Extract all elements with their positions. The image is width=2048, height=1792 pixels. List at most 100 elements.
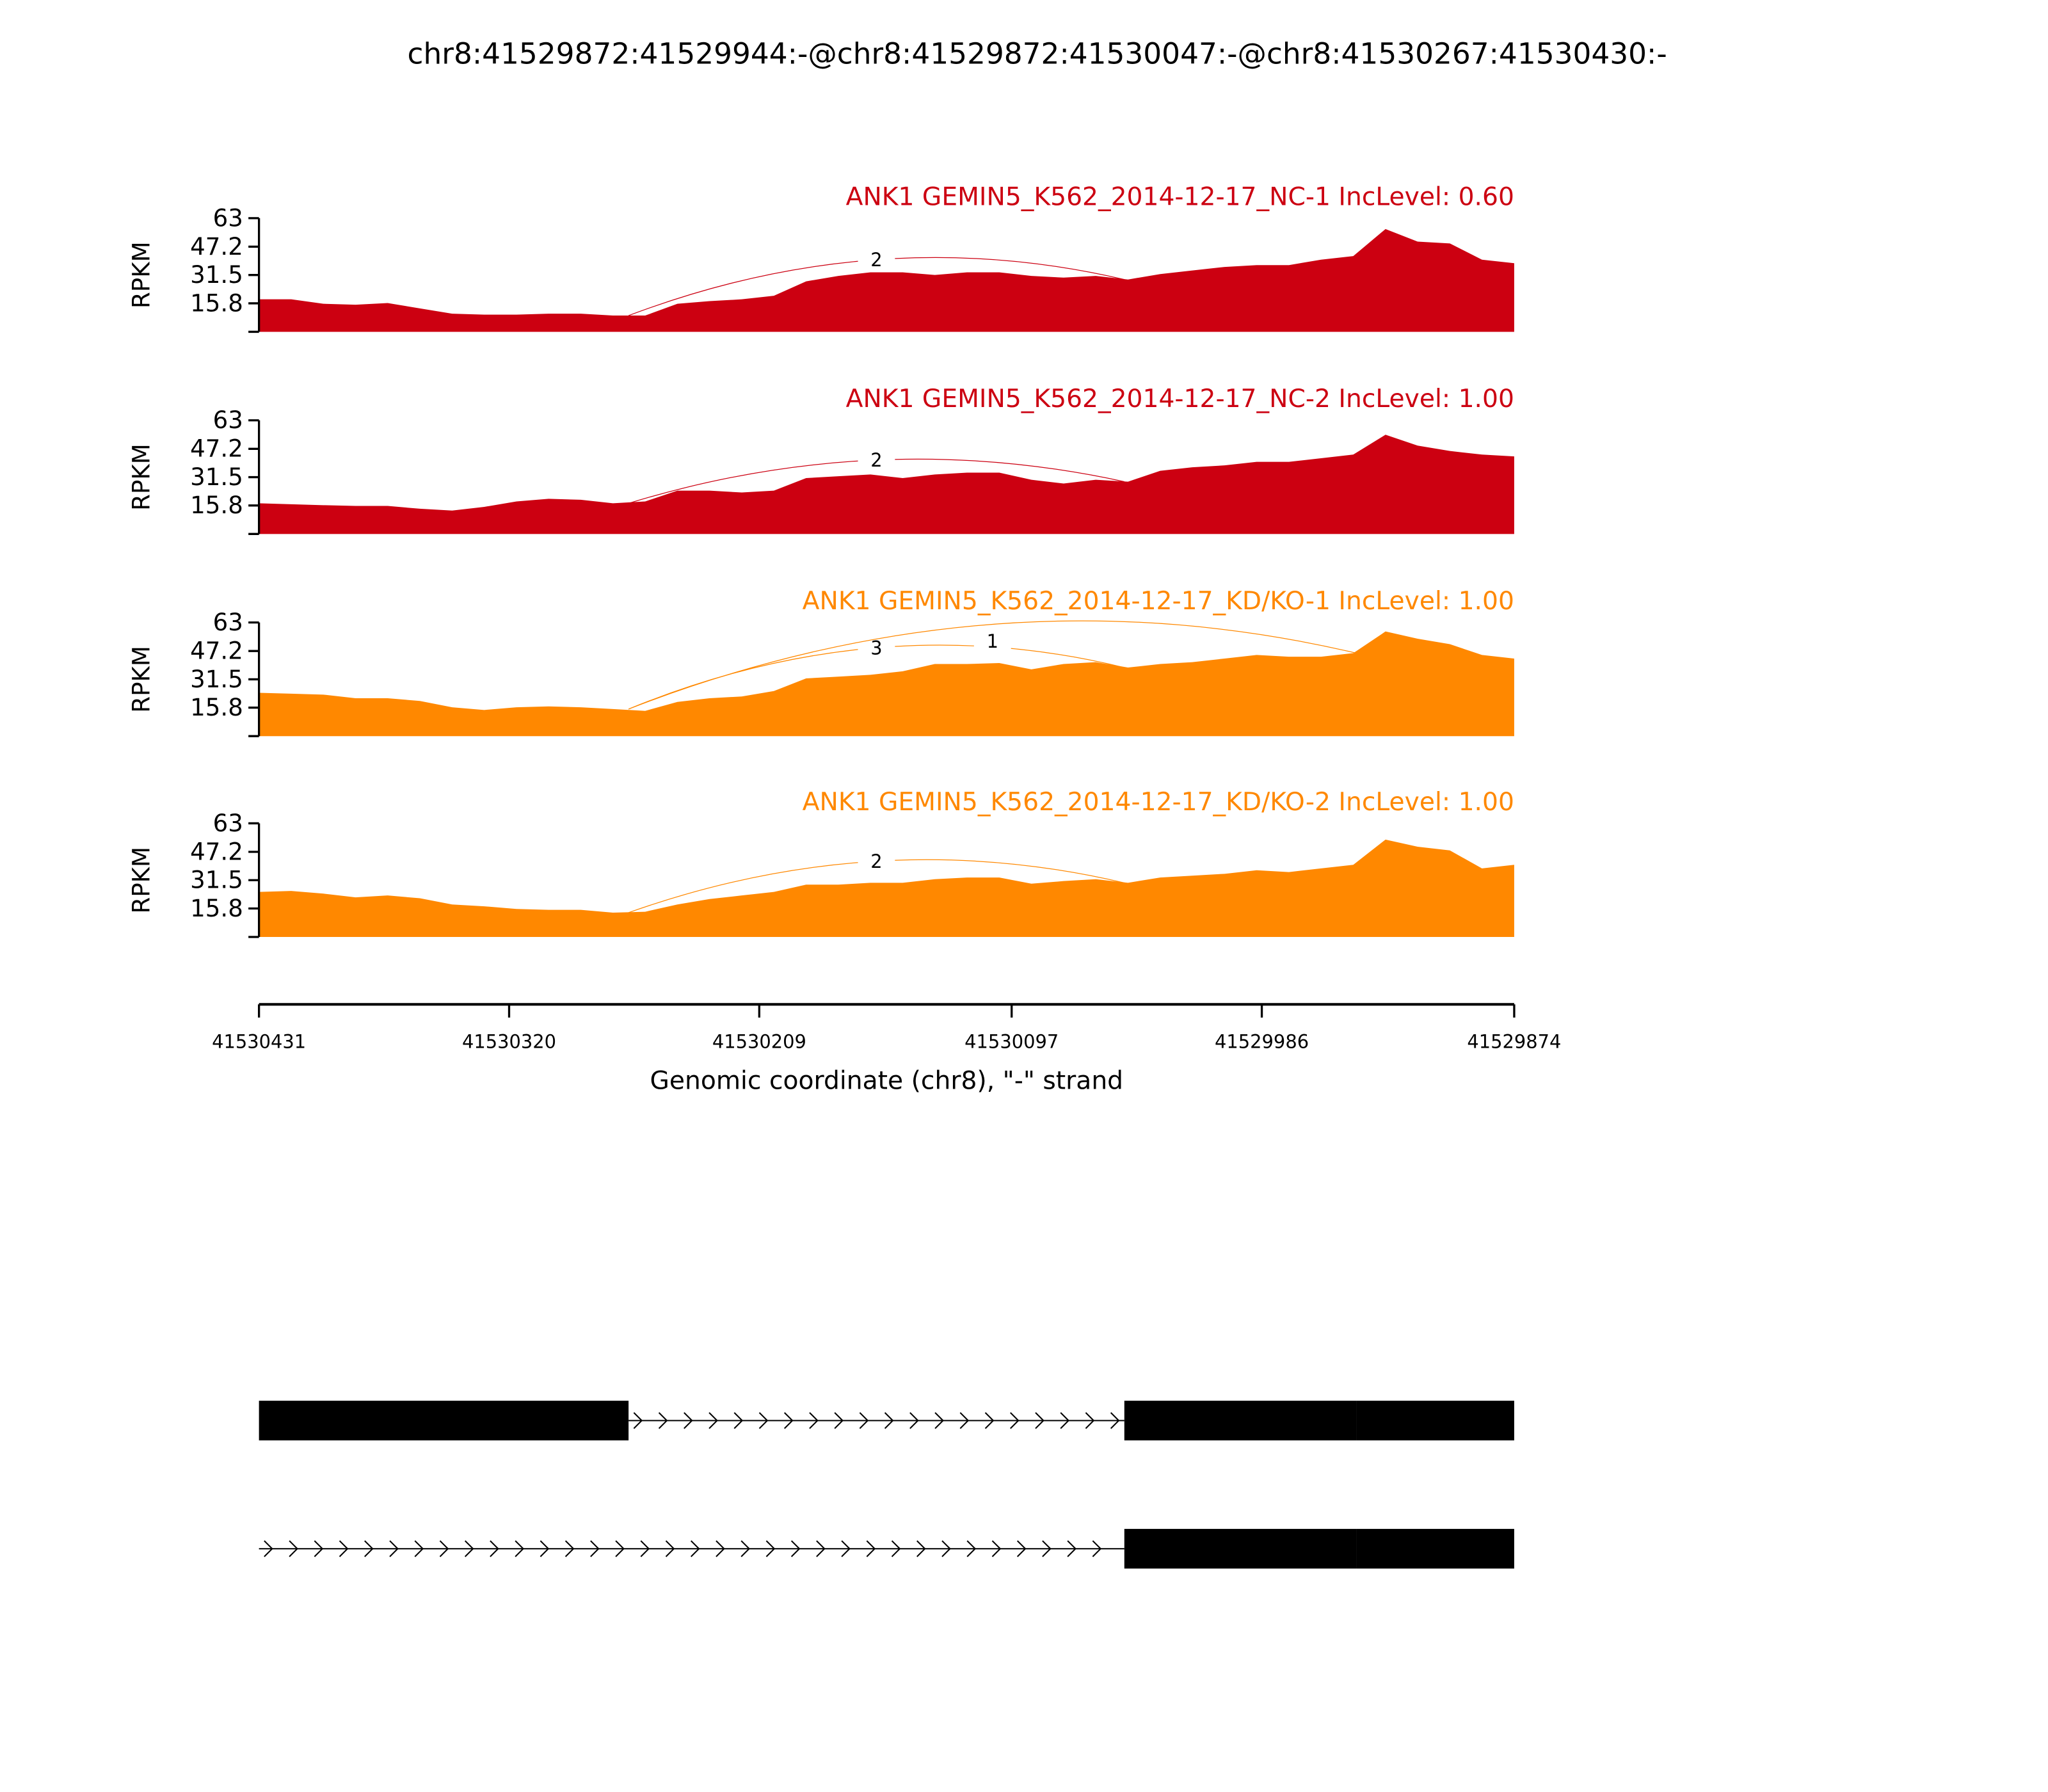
strand-arrow-icon [909, 1412, 919, 1429]
strand-arrow-icon [691, 1540, 700, 1557]
strand-arrow-icon [590, 1540, 600, 1557]
strand-arrow-icon [389, 1540, 399, 1557]
strand-arrow-icon [740, 1540, 751, 1557]
y-tick-label: 31.5 [190, 867, 243, 894]
strand-arrow-icon [716, 1540, 725, 1557]
strand-arrow-icon [1110, 1412, 1120, 1429]
strand-arrow-icon [640, 1540, 650, 1557]
strand-arrow-icon [966, 1540, 977, 1557]
junction-count: 1 [987, 630, 998, 652]
junction-count: 2 [870, 851, 882, 872]
strand-arrow-icon [784, 1412, 794, 1429]
strand-arrow-icon [758, 1412, 769, 1429]
sample-title: ANK1 GEMIN5_K562_2014-12-17_NC-1 IncLeve… [846, 182, 1514, 211]
junction-count: 2 [870, 449, 882, 471]
strand-arrow-icon [364, 1540, 374, 1557]
transcript-2 [259, 1528, 1514, 1569]
strand-arrow-icon [941, 1540, 951, 1557]
strand-arrow-icon [665, 1540, 675, 1557]
strand-arrow-icon [1085, 1412, 1095, 1429]
x-tick-label: 41530320 [462, 1030, 556, 1052]
coverage-area [259, 631, 1514, 737]
exon-block [259, 1400, 629, 1441]
strand-arrow-icon [834, 1412, 844, 1429]
strand-arrow-icon [1060, 1412, 1070, 1429]
sample-title: ANK1 GEMIN5_K562_2014-12-17_KD/KO-2 IncL… [803, 788, 1514, 817]
y-tick-label: 15.8 [190, 492, 243, 519]
x-axis: 41530431 41530320 41530209 41530097 41529986… [212, 1003, 1561, 1052]
y-tick-label: 47.2 [190, 233, 243, 260]
strand-arrow-icon [439, 1540, 449, 1557]
y-tick-label: 31.5 [190, 463, 243, 491]
strand-arrow-icon [1067, 1540, 1076, 1557]
x-tick-label: 41530431 [212, 1030, 306, 1052]
junction-label-bg [858, 633, 895, 660]
strand-arrow-icon [934, 1412, 944, 1429]
exon-block [1356, 1400, 1514, 1441]
coverage-area [259, 839, 1514, 937]
strand-arrow-icon [790, 1540, 801, 1557]
strand-arrow-icon [1092, 1540, 1102, 1557]
strand-arrow-icon [684, 1412, 693, 1429]
exon-block [1124, 1528, 1357, 1569]
strand-arrow-icon [540, 1540, 550, 1557]
strand-arrow-icon [339, 1540, 349, 1557]
strand-arrow-icon [991, 1540, 1002, 1557]
strand-arrow-icon [633, 1412, 643, 1429]
strand-arrow-icon [264, 1540, 273, 1557]
x-tick-label: 41530097 [964, 1030, 1059, 1052]
strand-arrow-icon [916, 1540, 926, 1557]
strand-arrow-icon [984, 1412, 995, 1429]
y-tick-label: 63 [213, 810, 243, 837]
junction-label-bg [858, 445, 895, 472]
y-tick-label: 31.5 [190, 261, 243, 289]
x-tick-label: 41529986 [1215, 1030, 1309, 1052]
strand-arrow-icon [708, 1412, 718, 1429]
strand-arrow-icon [809, 1412, 819, 1429]
y-tick-label: 15.8 [190, 694, 243, 721]
plot-title: chr8:41529872:41529944:-@chr8:41529872:4… [408, 36, 1667, 70]
strand-arrow-icon [1035, 1412, 1044, 1429]
strand-arrow-icon [464, 1540, 474, 1557]
strand-arrow-icon [658, 1412, 668, 1429]
exon-block [1124, 1400, 1357, 1441]
strand-arrow-icon [564, 1540, 575, 1557]
junction-count: 3 [870, 637, 882, 659]
junction-label-bg [858, 245, 895, 272]
junction-label-bg [973, 626, 1011, 653]
strand-arrow-icon [816, 1540, 826, 1557]
strand-arrow-icon [859, 1412, 869, 1429]
y-tick-label: 63 [213, 204, 243, 232]
y-tick-label: 31.5 [190, 666, 243, 693]
y-tick-label: 47.2 [190, 838, 243, 865]
y-tick-label: 47.2 [190, 637, 243, 665]
strand-arrow-icon [1010, 1412, 1020, 1429]
sample-title: ANK1 GEMIN5_K562_2014-12-17_KD/KO-1 IncL… [803, 587, 1514, 616]
strand-arrow-icon [515, 1540, 525, 1557]
sample-title: ANK1 GEMIN5_K562_2014-12-17_NC-2 IncLeve… [846, 385, 1514, 413]
exon-block [1356, 1528, 1514, 1569]
strand-arrow-icon [891, 1540, 901, 1557]
junction-arc [628, 620, 1357, 710]
y-tick-label: 47.2 [190, 435, 243, 463]
y-tick-label: 15.8 [190, 895, 243, 922]
junction-label-bg [858, 846, 895, 874]
strand-arrow-icon [1042, 1540, 1052, 1557]
strand-arrow-icon [733, 1412, 744, 1429]
y-axis-label: RPKM [127, 646, 155, 713]
strand-arrow-icon [490, 1540, 499, 1557]
coverage-panel-1: ANK1 GEMIN5_K562_2014-12-17_NC-1 IncLeve… [127, 182, 1514, 333]
coverage-panel-3: ANK1 GEMIN5_K562_2014-12-17_KD/KO-1 IncL… [127, 587, 1514, 737]
strand-arrow-icon [959, 1412, 970, 1429]
y-axis-label: RPKM [127, 444, 155, 511]
y-tick-label: 15.8 [190, 289, 243, 317]
coverage-area [259, 228, 1514, 332]
strand-arrow-icon [289, 1540, 298, 1557]
y-axis-label: RPKM [127, 847, 155, 914]
strand-arrow-icon [884, 1412, 894, 1429]
strand-arrow-icon [1016, 1540, 1027, 1557]
y-axis-label: RPKM [127, 241, 155, 308]
coverage-panel-4: ANK1 GEMIN5_K562_2014-12-17_KD/KO-2 IncL… [127, 788, 1514, 938]
